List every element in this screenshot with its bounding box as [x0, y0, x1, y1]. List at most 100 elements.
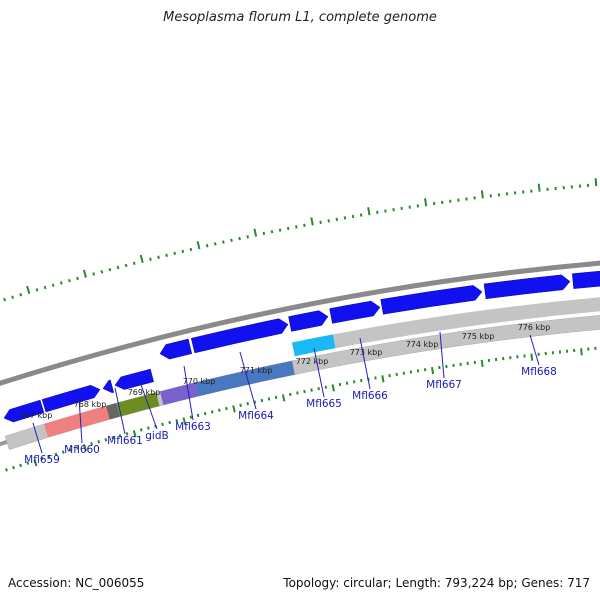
gene-band-right — [333, 297, 600, 349]
gene-leader-line — [139, 381, 158, 430]
genome-backbone — [0, 260, 600, 386]
forward-gene-arrow — [483, 274, 571, 300]
inner-tick — [168, 420, 172, 425]
gene-leader-line — [114, 387, 126, 435]
inner-tick — [345, 381, 349, 385]
outer-tick — [222, 240, 225, 244]
inner-tick — [97, 440, 101, 444]
outer-tick — [92, 272, 96, 276]
inner-tick — [26, 461, 30, 465]
inner-tick — [310, 388, 313, 392]
reverse-gene-arrow — [114, 368, 154, 390]
inner-tick — [274, 395, 278, 400]
inner-tick — [47, 454, 51, 459]
genome-summary: Topology: circular; Length: 793,224 bp; … — [283, 576, 590, 590]
gene-label: Mfl659 — [24, 454, 60, 466]
kbp-label: 775 kbp — [462, 332, 495, 341]
inner-tick — [111, 436, 115, 440]
inner-tick — [189, 415, 193, 419]
gene-leader-line — [439, 331, 445, 379]
outer-tick — [51, 283, 55, 287]
accession-text: Accession: NC_006055 — [8, 576, 145, 590]
forward-gene-arrow — [380, 285, 483, 315]
inner-tick — [33, 459, 38, 467]
inner-tick — [210, 410, 214, 414]
inner-tick — [40, 456, 44, 461]
gene-band-mfl664 — [195, 360, 295, 397]
reverse-gene-arrow — [41, 385, 101, 413]
inner-tick — [218, 408, 221, 412]
inner-tick — [580, 348, 583, 356]
inner-tick — [239, 403, 242, 407]
inner-tick — [12, 465, 15, 470]
outer-tick — [246, 235, 249, 239]
inner-tick — [54, 452, 58, 457]
inner-tick — [161, 422, 164, 427]
outer-tick — [335, 217, 339, 221]
gene-label: Mfl665 — [306, 398, 342, 410]
outer-tick — [165, 253, 168, 257]
outer-tick — [343, 216, 347, 220]
gene-label: Mfl668 — [521, 366, 557, 378]
outer-tick — [295, 225, 298, 229]
outer-tick — [11, 295, 15, 299]
inner-tick — [139, 428, 143, 432]
outer-tick — [100, 270, 104, 274]
map-title: Mesoplasma florum L1, complete genome — [163, 10, 437, 25]
outer-tick — [230, 238, 233, 242]
outer-tick — [3, 297, 6, 302]
gene-label: Mfl664 — [238, 410, 274, 422]
inner-tick — [125, 432, 129, 436]
inner-tick — [480, 359, 484, 367]
gene-band-mfl661 — [106, 403, 120, 420]
outer-tick — [19, 293, 23, 297]
inner-tick — [132, 430, 137, 438]
forward-gene-arrow — [159, 338, 193, 360]
inner-tick — [182, 417, 187, 425]
outer-tick — [424, 198, 428, 207]
gene-label: Mfl663 — [175, 421, 211, 433]
outer-tick — [270, 230, 274, 234]
gene-leader-line — [529, 334, 540, 366]
outer-tick — [480, 190, 484, 199]
outer-tick — [327, 219, 330, 223]
kbp-label: 771 kbp — [240, 366, 273, 375]
outer-tick — [108, 267, 112, 272]
forward-gene-arrow — [571, 270, 600, 289]
kbp-label: 767 kbp — [20, 411, 53, 420]
inner-tick — [317, 386, 320, 391]
gene-leader-line — [183, 365, 194, 421]
kbp-label: 772 kbp — [296, 357, 329, 366]
gene-band — [4, 315, 600, 450]
inner-tick — [76, 446, 79, 450]
inner-tick — [331, 384, 335, 392]
inner-tick — [352, 380, 356, 384]
inner-tick — [118, 434, 122, 438]
outer-tick — [132, 261, 136, 266]
gene-band-mfl663 — [160, 382, 199, 406]
inner-tick — [68, 448, 72, 452]
gene-label: gidB — [145, 430, 168, 442]
outer-tick — [124, 263, 128, 268]
reverse-gene-arrow — [3, 399, 45, 423]
outer-tick — [278, 228, 282, 232]
gene-leader-line — [239, 351, 257, 410]
outer-tick — [196, 241, 201, 250]
kbp-label: 770 kbp — [183, 377, 216, 386]
inner-tick — [253, 400, 257, 404]
gene-band-mfl660 — [44, 405, 110, 438]
inner-tick — [388, 373, 391, 378]
gene-band-mfl665 — [292, 334, 336, 357]
inner-tick — [360, 378, 363, 383]
gene-label: Mfl661 — [107, 435, 143, 447]
outer-tick — [262, 231, 266, 236]
outer-tick — [181, 249, 185, 254]
gene-label: Mfl667 — [426, 379, 462, 391]
outer-tick — [76, 276, 79, 281]
inner-tick — [374, 376, 377, 380]
gene-band-gidb — [116, 392, 160, 417]
outer-tick — [351, 214, 355, 219]
inner-tick — [225, 406, 228, 411]
inner-tick — [281, 394, 286, 402]
